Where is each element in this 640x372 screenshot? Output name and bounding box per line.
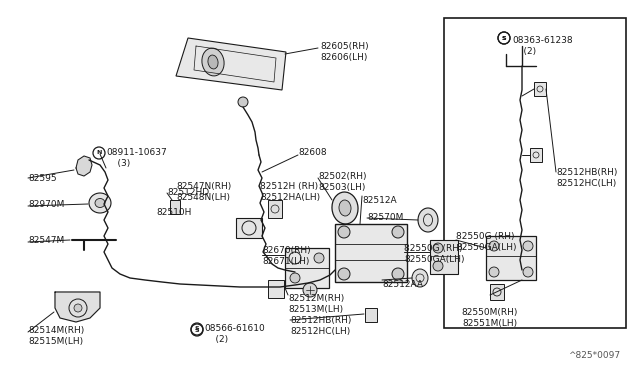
Text: 82550G (RH)
82550GA(LH): 82550G (RH) 82550GA(LH): [456, 232, 516, 253]
Ellipse shape: [208, 55, 218, 69]
Circle shape: [392, 226, 404, 238]
Circle shape: [433, 243, 443, 253]
Bar: [268, 280, 284, 298]
Ellipse shape: [339, 200, 351, 216]
Text: 82512HB(RH)
82512HC(LH): 82512HB(RH) 82512HC(LH): [556, 168, 618, 189]
Bar: [285, 248, 329, 288]
Circle shape: [238, 97, 248, 107]
Text: 82570M: 82570M: [367, 213, 403, 222]
Text: N: N: [96, 151, 102, 155]
Text: 82550M(RH)
82551M(LH): 82550M(RH) 82551M(LH): [462, 308, 518, 328]
Bar: [170, 200, 180, 214]
Bar: [365, 308, 377, 322]
Bar: [268, 200, 282, 218]
Text: 08911-10637
    (3): 08911-10637 (3): [106, 148, 167, 169]
Circle shape: [433, 261, 443, 271]
Text: 08566-61610
    (2): 08566-61610 (2): [204, 324, 265, 344]
Circle shape: [290, 273, 300, 283]
Text: 82512HD: 82512HD: [167, 188, 209, 197]
Text: 82512A: 82512A: [362, 196, 397, 205]
Bar: [486, 236, 536, 280]
Text: 82514M(RH)
82515M(LH): 82514M(RH) 82515M(LH): [28, 326, 84, 346]
Polygon shape: [76, 156, 92, 176]
Bar: [236, 218, 262, 238]
Text: S: S: [502, 35, 506, 41]
Text: S: S: [195, 327, 199, 331]
Ellipse shape: [95, 199, 105, 208]
Bar: [530, 148, 542, 162]
Text: 82547M: 82547M: [28, 236, 64, 245]
Bar: [490, 284, 504, 300]
Circle shape: [338, 226, 350, 238]
Text: 82550G (RH)
82550GA(LH): 82550G (RH) 82550GA(LH): [404, 244, 465, 264]
Ellipse shape: [202, 48, 224, 76]
Text: 08363-61238
    (2): 08363-61238 (2): [512, 36, 573, 57]
Bar: [430, 240, 458, 274]
Text: S: S: [195, 327, 199, 333]
Bar: [534, 82, 546, 96]
Text: 82595: 82595: [28, 174, 56, 183]
Circle shape: [523, 241, 533, 251]
Ellipse shape: [412, 269, 428, 287]
Circle shape: [314, 253, 324, 263]
Circle shape: [303, 283, 317, 297]
Circle shape: [392, 268, 404, 280]
Ellipse shape: [332, 192, 358, 224]
Text: 82512HB(RH)
82512HC(LH): 82512HB(RH) 82512HC(LH): [290, 316, 351, 336]
Circle shape: [74, 304, 82, 312]
Circle shape: [489, 267, 499, 277]
Circle shape: [523, 267, 533, 277]
Text: 82510H: 82510H: [156, 208, 191, 217]
Text: 82970M: 82970M: [28, 200, 65, 209]
Text: 82547N(RH)
82548N(LH): 82547N(RH) 82548N(LH): [176, 182, 231, 202]
Polygon shape: [55, 292, 100, 322]
Text: ^825*0097: ^825*0097: [568, 351, 620, 360]
Text: 82512AA: 82512AA: [382, 280, 423, 289]
Ellipse shape: [418, 208, 438, 232]
Text: S: S: [502, 35, 506, 41]
Text: 82608: 82608: [298, 148, 326, 157]
Bar: [335, 224, 407, 282]
Circle shape: [489, 241, 499, 251]
Text: 82512M(RH)
82513M(LH): 82512M(RH) 82513M(LH): [288, 294, 344, 314]
Text: 82512H (RH)
82512HA(LH): 82512H (RH) 82512HA(LH): [260, 182, 320, 202]
Circle shape: [338, 268, 350, 280]
Bar: [444, 18, 626, 328]
Ellipse shape: [89, 193, 111, 213]
Polygon shape: [176, 38, 286, 90]
Text: 82502(RH)
82503(LH): 82502(RH) 82503(LH): [318, 172, 367, 192]
Text: 82670(RH)
82671(LH): 82670(RH) 82671(LH): [262, 246, 310, 266]
Text: 82605(RH)
82606(LH): 82605(RH) 82606(LH): [320, 42, 369, 62]
